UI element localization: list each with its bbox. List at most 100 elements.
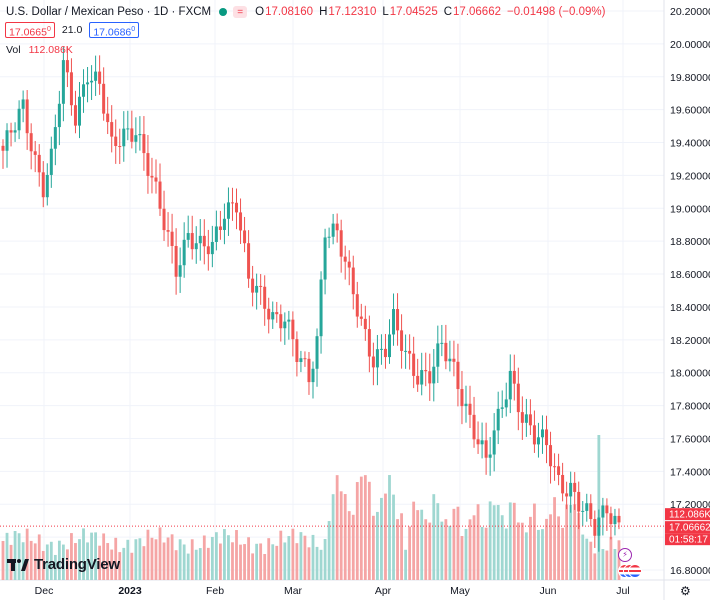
- volume-bar: [174, 550, 178, 580]
- candle-body: [452, 358, 456, 362]
- volume-bar: [561, 527, 565, 580]
- volume-bar: [170, 534, 174, 580]
- volume-bar: [259, 543, 263, 580]
- candle-body: [194, 243, 198, 250]
- candle-body: [150, 175, 154, 178]
- candle-body: [561, 474, 565, 494]
- volume-bar: [400, 513, 403, 580]
- buy-button[interactable]: 17.06860: [89, 22, 140, 39]
- open-label: O: [255, 6, 265, 18]
- volume-bar: [283, 542, 287, 580]
- candle-body: [263, 286, 267, 309]
- candle-body: [82, 84, 86, 97]
- candle-body: [186, 233, 190, 240]
- equals-icon[interactable]: =: [233, 6, 248, 18]
- volume-bar: [436, 503, 440, 580]
- volume-bar: [508, 502, 512, 580]
- candle-body: [243, 230, 247, 244]
- volume-bar: [202, 535, 206, 580]
- candle-body: [98, 71, 102, 84]
- tradingview-logo[interactable]: TradingView: [7, 556, 120, 573]
- volume-bar: [94, 532, 97, 580]
- candle-body: [456, 361, 460, 390]
- volume-bar: [432, 494, 436, 580]
- volume-bar: [295, 543, 299, 580]
- time-tick-label: Dec: [35, 585, 54, 597]
- candle-body: [569, 482, 573, 497]
- close-label: C: [443, 6, 453, 18]
- candle-body: [166, 230, 170, 232]
- candle-body: [432, 366, 436, 384]
- candle-body: [17, 108, 21, 131]
- candle-body: [396, 309, 400, 331]
- candle-body: [488, 454, 492, 458]
- symbol-title[interactable]: U.S. Dollar / Mexican Peso · 1D · FXCM: [6, 6, 212, 18]
- volume-bar: [460, 536, 464, 580]
- price-tick-label: 20.00000: [670, 39, 710, 51]
- volume-bar: [162, 542, 166, 580]
- price-tick-label: 18.20000: [670, 335, 710, 347]
- volume-bar: [323, 539, 327, 580]
- volume-bar: [504, 528, 508, 580]
- volume-bar: [549, 514, 552, 580]
- candle-body: [460, 389, 464, 407]
- candle-body: [496, 408, 500, 431]
- volume-bar: [142, 546, 146, 580]
- volume-bar: [327, 521, 331, 580]
- flash-icon[interactable]: ⚡: [618, 548, 632, 562]
- volume-bar: [178, 539, 182, 580]
- candle-body: [206, 246, 210, 255]
- candle-body: [102, 83, 106, 114]
- high-value: 17.12310: [328, 6, 377, 18]
- volume-bar: [589, 541, 593, 580]
- volume-bar: [86, 542, 89, 580]
- candle-body: [154, 177, 158, 182]
- candle-body: [178, 265, 182, 277]
- volume-bar: [82, 528, 85, 580]
- candle-body: [37, 154, 41, 173]
- candle-body: [520, 412, 524, 423]
- candle-body: [392, 309, 396, 335]
- candle-body: [21, 99, 25, 109]
- candle-body: [492, 430, 496, 455]
- candle-body: [536, 437, 540, 445]
- candle-body: [307, 358, 311, 383]
- gear-icon[interactable]: ⚙: [680, 584, 691, 598]
- candle-body: [589, 503, 593, 520]
- candle-body: [484, 440, 488, 458]
- us-flag-icon[interactable]: [618, 564, 644, 578]
- volume-bar: [210, 536, 214, 580]
- candle-body: [230, 202, 234, 204]
- candle-body: [597, 517, 601, 536]
- candle-body: [239, 212, 243, 231]
- volume-bar: [384, 493, 387, 580]
- candle-body: [416, 375, 420, 385]
- candle-body: [404, 350, 408, 352]
- price-tick-label: 18.80000: [670, 236, 710, 248]
- volume-bar: [118, 552, 122, 580]
- volume-price-badge-text: 112.086K: [669, 510, 710, 521]
- volume-bar: [359, 476, 363, 580]
- candle-body: [25, 99, 29, 134]
- volume-bar: [392, 494, 395, 580]
- candle-body: [379, 348, 383, 350]
- candle-body: [375, 349, 379, 368]
- candle-body: [363, 318, 367, 330]
- candle-body: [617, 515, 621, 523]
- volume-bar: [492, 505, 496, 580]
- candle-body: [77, 96, 81, 126]
- volume-bar: [448, 525, 452, 580]
- candle-body: [605, 505, 609, 514]
- volume-bar: [267, 538, 271, 580]
- volume-bar: [363, 475, 367, 580]
- volume-bar: [78, 539, 81, 580]
- candle-body: [142, 134, 146, 154]
- price-tick-label: 18.40000: [670, 302, 710, 314]
- volume-bar: [122, 547, 126, 580]
- candle-body: [182, 239, 186, 266]
- sell-button[interactable]: 17.06650: [5, 22, 55, 39]
- volume-bar: [61, 544, 65, 580]
- candle-body: [383, 348, 387, 358]
- volume-bar: [533, 503, 536, 580]
